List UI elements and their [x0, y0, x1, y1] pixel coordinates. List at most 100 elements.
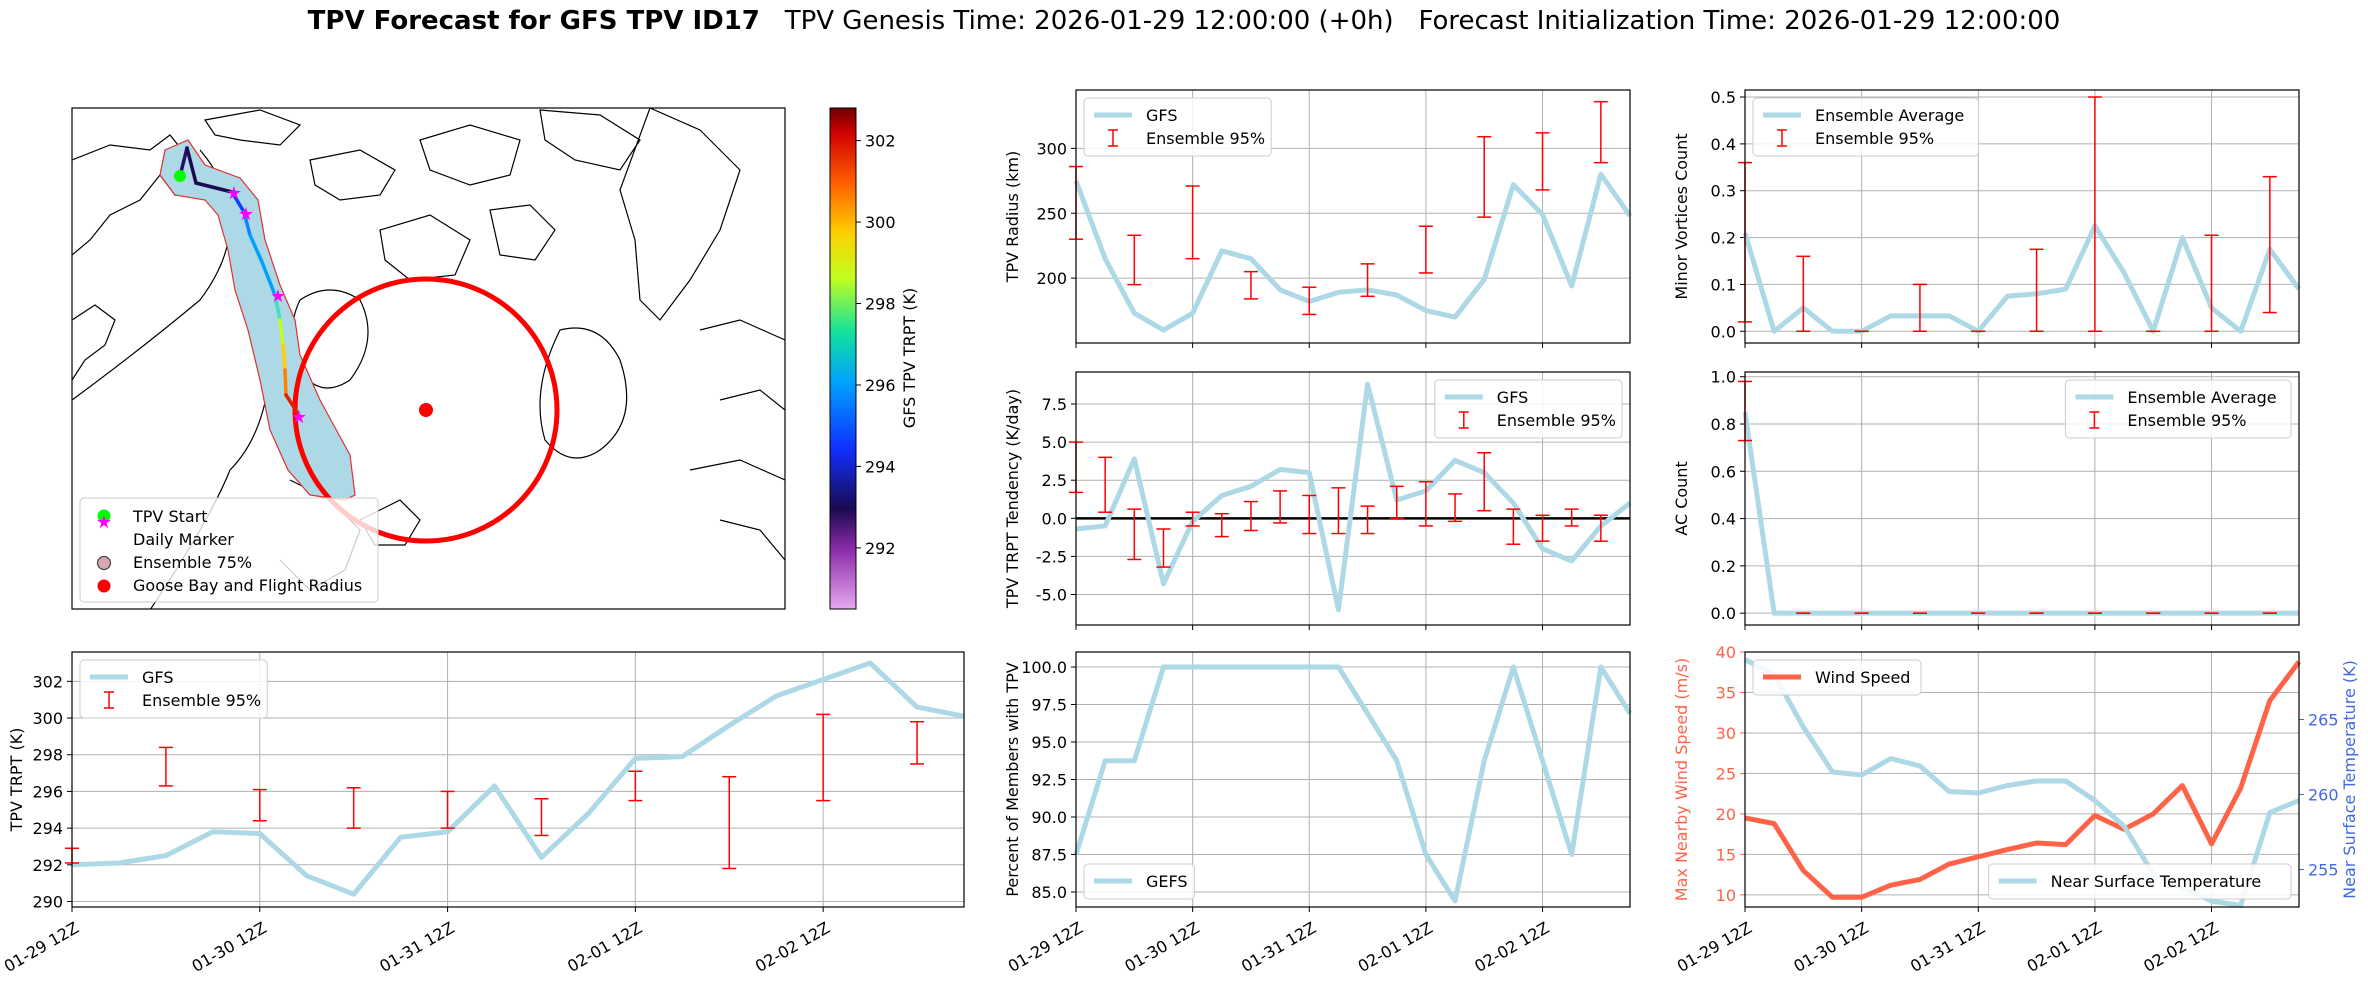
y-tick-label: 0.4 [1711, 135, 1736, 154]
y-axis-label: Minor Vortices Count [1672, 133, 1691, 299]
legend-label: Ensemble 95% [142, 691, 261, 710]
y-tick-label: 302 [32, 672, 63, 691]
y-tick-label: 298 [32, 746, 63, 765]
legend-label: Ensemble 95% [1497, 411, 1616, 430]
legend-daily-marker: Daily Marker [133, 530, 234, 549]
legend-label: Ensemble 95% [1146, 129, 1265, 148]
x-tick-label: 01-31 12Z [1238, 918, 1319, 976]
legend: GFS Ensemble 95% [1435, 380, 1622, 438]
legend: Ensemble Average Ensemble 95% [2065, 380, 2291, 438]
y-tick-label: 0.2 [1711, 229, 1736, 248]
y-tick-label: 92.5 [1031, 771, 1067, 790]
colorbar-tick-label: 298 [865, 295, 896, 314]
x-tick-label: 01-29 12Z [1674, 918, 1755, 976]
y-axis-label: TPV TRPT (K) [7, 728, 26, 833]
colorbar-tick-label: 302 [865, 132, 896, 151]
colorbar: 292 294 296 298 300 302 GFS TPV TRPT (K) [830, 108, 919, 609]
legend-label: Ensemble 95% [2127, 411, 2246, 430]
y-tick-label: 35 [1716, 683, 1736, 702]
colorbar-tick-label: 296 [865, 376, 896, 395]
legend: GFS Ensemble 95% [80, 660, 267, 718]
legend-label: GFS [1497, 388, 1528, 407]
chart-trpt: 290 292 294 296 298 300 302 TPV TRPT (K) 01-29 1… [1, 652, 964, 976]
legend-label: GEFS [1146, 872, 1188, 891]
y-tick-label: 95.0 [1031, 733, 1067, 752]
y-tick-label: 40 [1716, 643, 1736, 662]
y2-axis-label: Near Surface Temperature (K) [2340, 660, 2359, 899]
tpv-start-marker [174, 170, 186, 182]
goose-bay-marker [419, 403, 433, 417]
legend-ensemble-75: Ensemble 75% [133, 553, 252, 572]
y-tick-label: 1.0 [1711, 368, 1736, 387]
svg-text:★: ★ [238, 204, 254, 225]
x-tick-label: 01-30 12Z [1121, 918, 1202, 976]
legend: Ensemble Average Ensemble 95% [1753, 98, 1979, 156]
x-tick-label: 02-01 12Z [564, 918, 645, 976]
x-tick-label: 01-30 12Z [1790, 918, 1871, 976]
colorbar-label: GFS TPV TRPT (K) [900, 288, 919, 428]
y-tick-label: 0.1 [1711, 275, 1736, 294]
y-tick-label: 7.5 [1042, 395, 1067, 414]
x-tick-label: 01-31 12Z [1907, 918, 1988, 976]
y-tick-label: -5.0 [1036, 586, 1067, 605]
y2-tick-label: 265 [2308, 711, 2339, 730]
y-tick-label: 290 [32, 892, 63, 911]
y-tick-label: 97.5 [1031, 696, 1067, 715]
y-tick-label: 250 [1036, 204, 1067, 223]
y-tick-label: 0.2 [1711, 557, 1736, 576]
y-tick-label: 0.8 [1711, 415, 1736, 434]
y-tick-label: 200 [1036, 269, 1067, 288]
y-axis-label: TPV Radius (km) [1003, 151, 1022, 284]
map-panel: ★ ★ ★ ★ ★ TPV Start Daily Marker Ensembl… [72, 108, 785, 610]
chart-minor-vortices: 0.0 0.1 0.2 0.3 0.4 0.5 Minor Vortices Count En… [1672, 88, 2299, 348]
y-tick-label: 5.0 [1042, 433, 1067, 452]
legend-label: Ensemble Average [1815, 106, 1964, 125]
map-legend: ★ TPV Start Daily Marker Ensemble 75% Go… [80, 498, 378, 602]
y-tick-label: 85.0 [1031, 883, 1067, 902]
legend-label: Ensemble Average [2127, 388, 2276, 407]
y-tick-label: 0.3 [1711, 182, 1736, 201]
svg-text:★: ★ [226, 183, 242, 204]
y-tick-label: 2.5 [1042, 471, 1067, 490]
legend: GFS Ensemble 95% [1084, 98, 1271, 156]
legend-label: GFS [142, 668, 173, 687]
legend-label: Near Surface Temperature [2051, 872, 2262, 891]
y-tick-label: 292 [32, 856, 63, 875]
y-tick-label: 300 [32, 709, 63, 728]
y-tick-label: 0.4 [1711, 510, 1736, 529]
y-axis-label: Max Nearby Wind Speed (m/s) [1672, 658, 1691, 901]
legend-tpv-start: TPV Start [132, 507, 208, 526]
figure: ★ ★ ★ ★ ★ TPV Start Daily Marker Ensembl… [0, 0, 2368, 982]
y-tick-label: 0.0 [1711, 322, 1736, 341]
x-tick-label: 02-02 12Z [2140, 918, 2221, 976]
legend: GEFS [1084, 864, 1194, 899]
x-tick-label: 01-29 12Z [1, 918, 82, 976]
y-axis-label: AC Count [1672, 461, 1691, 535]
chart-percent-members: 85.087.590.092.595.097.5100.0Percent of … [1003, 652, 1630, 976]
colorbar-tick-label: 300 [865, 213, 896, 232]
y-tick-label: 0.0 [1042, 509, 1067, 528]
y-tick-label: 20 [1716, 805, 1736, 824]
legend-label: Ensemble 95% [1815, 129, 1934, 148]
y-tick-label: 87.5 [1031, 846, 1067, 865]
y-tick-label: -2.5 [1036, 547, 1067, 566]
y-tick-label: 10 [1716, 886, 1736, 905]
colorbar-tick-label: 292 [865, 539, 896, 558]
y-axis-label: Percent of Members with TPV [1003, 662, 1022, 896]
y-tick-label: 25 [1716, 764, 1736, 783]
chart-ac-count: 0.00.20.40.60.81.0AC CountEnsemble Avera… [1672, 368, 2299, 630]
y-tick-label: 294 [32, 819, 63, 838]
x-tick-label: 02-01 12Z [1355, 918, 1436, 976]
svg-text:★: ★ [291, 407, 307, 428]
y-axis-label: TPV TRPT Tendency (K/day) [1003, 389, 1022, 609]
x-tick-label: 02-01 12Z [2024, 918, 2105, 976]
chart-wind-temperature: 10 15 20 25 30 35 40 Max Nearby Wind Speed (m/s… [1672, 643, 2359, 976]
x-tick-label: 01-30 12Z [188, 918, 269, 976]
legend: Wind Speed [1753, 660, 1921, 695]
y-tick-label: 300 [1036, 139, 1067, 158]
y-tick-label: 30 [1716, 724, 1736, 743]
y-tick-label: 0.5 [1711, 88, 1736, 107]
svg-text:★: ★ [270, 286, 286, 307]
x-tick-label: 02-02 12Z [752, 918, 833, 976]
legend-label: GFS [1146, 106, 1177, 125]
